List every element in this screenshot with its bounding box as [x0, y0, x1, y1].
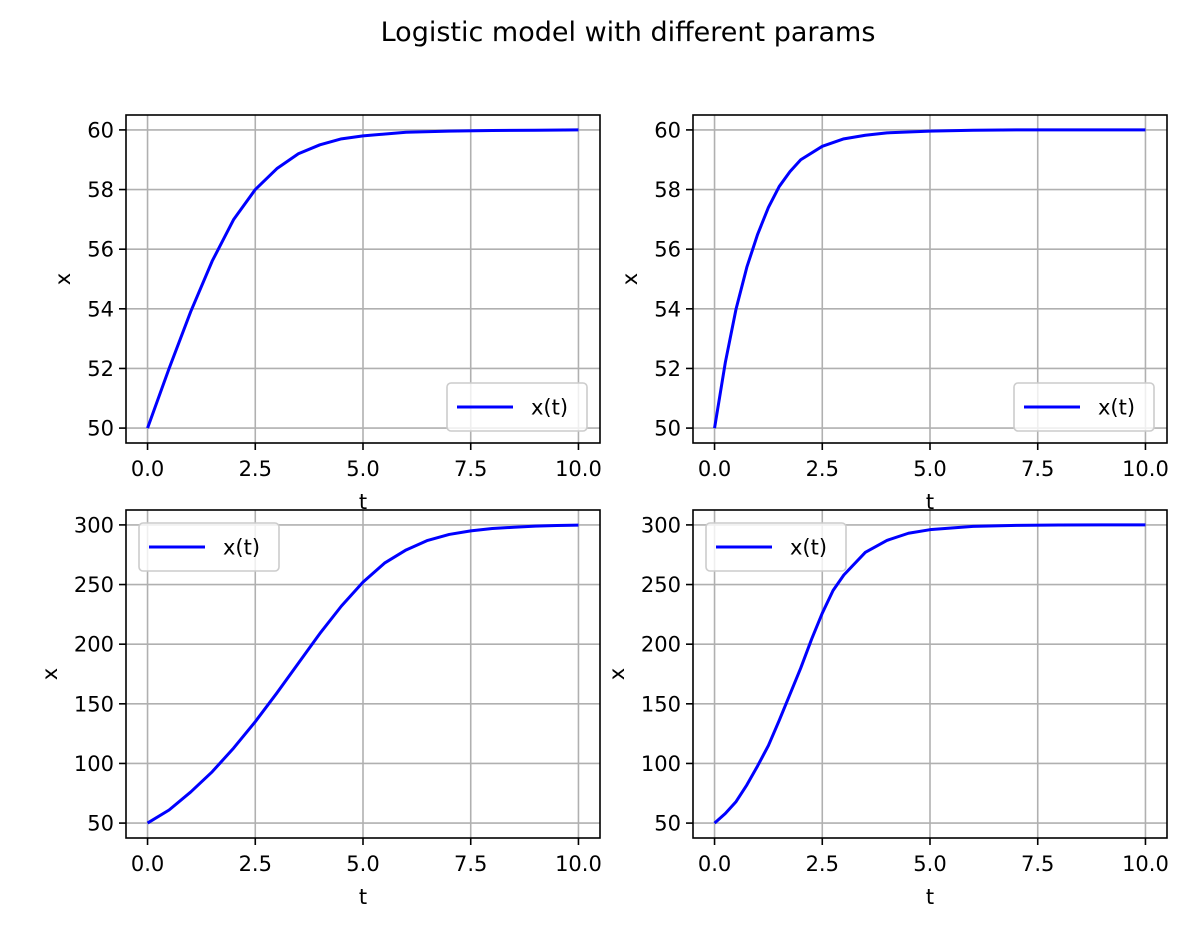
legend: x(t)	[446, 382, 588, 432]
legend-label: x(t)	[790, 536, 827, 560]
y-tick-label: 56	[87, 238, 114, 262]
series-line-x-t	[146, 523, 579, 825]
y-axis-label: x	[605, 668, 629, 680]
x-tick-label: 5.0	[346, 852, 379, 876]
legend-box	[446, 382, 588, 432]
y-tick-label: 250	[74, 573, 114, 597]
axes-frame	[125, 114, 601, 444]
y-tick-label: 58	[654, 178, 681, 202]
y-tick-label: 56	[654, 238, 681, 262]
subplot-1: 0.0 2.5 5.0 7.5 10.0 50 52 54 56 58 60 t x x(t)	[51, 114, 602, 514]
subplot-4: 0.0 2.5 5.0 7.5 10.0 50 100 150 200 250 300 t x x(t)	[605, 509, 1169, 909]
x-tick-label: 5.0	[913, 457, 946, 481]
subplot-2: 0.0 2.5 5.0 7.5 10.0 50 52 54 56 58 60 t x x(t)	[618, 114, 1169, 514]
x-tick-label: 0.0	[131, 457, 164, 481]
series-line-x-t	[713, 523, 1146, 825]
axes-frame	[692, 114, 1168, 444]
x-tick-label: 5.0	[346, 457, 379, 481]
y-tick-label: 200	[641, 633, 681, 657]
legend: x(t)	[705, 522, 847, 572]
legend: x(t)	[138, 522, 280, 572]
x-axis-label: t	[359, 490, 367, 514]
x-axis-label: t	[926, 885, 934, 909]
y-tick-label: 250	[641, 573, 681, 597]
x-tick-label: 10.0	[1122, 852, 1169, 876]
legend-label: x(t)	[223, 536, 260, 560]
y-tick-label: 60	[654, 118, 681, 142]
x-tick-label: 2.5	[806, 457, 839, 481]
legend: x(t)	[1013, 382, 1155, 432]
legend-box	[138, 522, 280, 572]
legend-box	[1013, 382, 1155, 432]
y-tick-label: 60	[87, 118, 114, 142]
y-tick-label: 54	[87, 297, 114, 321]
x-tick-label: 2.5	[239, 457, 272, 481]
figure-title: Logistic model with different params	[381, 17, 876, 48]
x-tick-label: 0.0	[698, 852, 731, 876]
x-axis-label: t	[926, 490, 934, 514]
y-axis-label: x	[51, 273, 75, 285]
y-tick-label: 300	[641, 513, 681, 537]
x-tick-label: 5.0	[913, 852, 946, 876]
x-tick-label: 10.0	[1122, 457, 1169, 481]
y-tick-label: 100	[74, 752, 114, 776]
legend-label: x(t)	[1098, 396, 1135, 420]
y-tick-label: 150	[74, 692, 114, 716]
axes-frame	[125, 509, 601, 839]
x-tick-label: 2.5	[239, 852, 272, 876]
y-tick-label: 58	[87, 178, 114, 202]
y-tick-label: 50	[87, 812, 114, 836]
y-tick-label: 52	[87, 357, 114, 381]
y-tick-label: 52	[654, 357, 681, 381]
x-tick-label: 0.0	[698, 457, 731, 481]
y-tick-label: 50	[654, 812, 681, 836]
series-line-x-t	[713, 128, 1146, 429]
x-tick-label: 2.5	[806, 852, 839, 876]
y-tick-label: 100	[641, 752, 681, 776]
legend-label: x(t)	[531, 396, 568, 420]
y-tick-label: 200	[74, 633, 114, 657]
x-tick-label: 10.0	[555, 852, 602, 876]
y-axis-label: x	[618, 273, 642, 285]
legend-box	[705, 522, 847, 572]
y-tick-label: 54	[654, 297, 681, 321]
x-tick-label: 7.5	[1021, 852, 1054, 876]
x-tick-label: 7.5	[454, 457, 487, 481]
subplot-3: 0.0 2.5 5.0 7.5 10.0 50 100 150 200 250 300 t x x(t)	[38, 509, 602, 909]
x-tick-label: 10.0	[555, 457, 602, 481]
y-axis-label: x	[38, 668, 62, 680]
y-tick-label: 150	[641, 692, 681, 716]
y-tick-label: 300	[74, 513, 114, 537]
y-tick-label: 50	[654, 417, 681, 441]
x-axis-label: t	[359, 885, 367, 909]
x-tick-label: 7.5	[454, 852, 487, 876]
y-tick-label: 50	[87, 417, 114, 441]
subplots: 0.0 2.5 5.0 7.5 10.0 50 52 54 56 58 60 t x x(t) 0.0 2.5…	[38, 114, 1169, 909]
series-line-x-t	[146, 128, 579, 429]
x-tick-label: 7.5	[1021, 457, 1054, 481]
axes-frame	[692, 509, 1168, 839]
x-tick-label: 0.0	[131, 852, 164, 876]
